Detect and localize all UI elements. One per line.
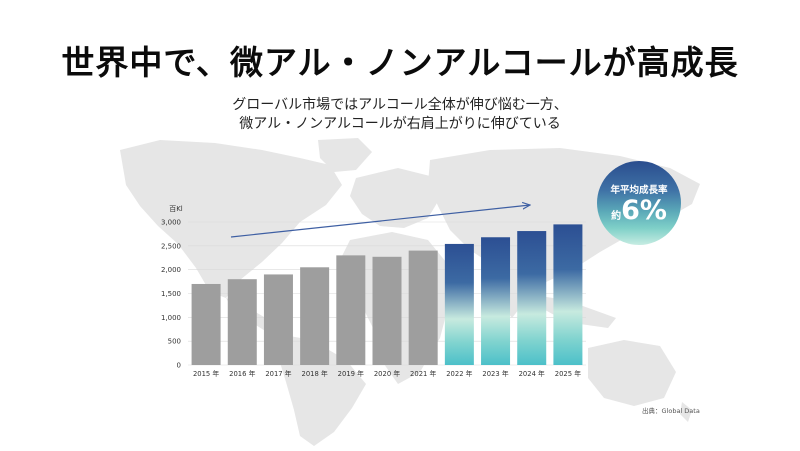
x-tick-label: 2016 年 <box>229 369 255 378</box>
page-title: 世界中で、微アル・ノンアルコールが高成長 <box>61 43 739 82</box>
x-tick-label: 2018 年 <box>302 369 328 378</box>
y-tick-label: 500 <box>168 338 181 346</box>
bar <box>191 283 221 365</box>
cagr-badge: 年平均成長率 約6% <box>597 161 681 245</box>
forecast-bar <box>517 231 547 365</box>
cagr-value-wrap: 約6% <box>597 195 681 226</box>
source-note: 出典：Global Data <box>642 407 700 415</box>
y-axis-unit-label: 百Kl <box>169 205 183 213</box>
forecast-bar <box>481 237 511 365</box>
x-tick-label: 2020 年 <box>374 369 400 378</box>
forecast-bar <box>553 224 583 365</box>
x-tick-label: 2022 年 <box>446 369 472 378</box>
y-tick-label: 2,500 <box>161 242 181 250</box>
bar <box>408 250 438 365</box>
x-tick-label: 2015 年 <box>193 369 219 378</box>
cagr-label: 年平均成長率 <box>610 185 668 196</box>
x-tick-label: 2019 年 <box>338 369 364 378</box>
x-tick-label: 2023 年 <box>482 369 508 378</box>
subtitle-line-2: 微アル・ノンアルコールが右肩上がりに伸びている <box>239 116 561 132</box>
bar <box>336 255 366 365</box>
x-tick-label: 2024 年 <box>519 369 545 378</box>
cagr-value: 6% <box>621 195 667 226</box>
cagr-prefix: 約 <box>611 211 622 222</box>
y-tick-label: 0 <box>177 362 181 370</box>
x-tick-label: 2025 年 <box>555 369 581 378</box>
bar <box>227 279 257 365</box>
y-tick-label: 1,000 <box>161 314 181 322</box>
bar <box>300 267 330 365</box>
y-tick-label: 1,500 <box>161 290 181 298</box>
bar <box>263 274 293 365</box>
subtitle-line-1: グローバル市場ではアルコール全体が伸び悩む一方、 <box>232 97 568 113</box>
forecast-bar <box>444 243 474 365</box>
trend-arrow <box>230 205 530 238</box>
y-tick-label: 3,000 <box>161 219 181 227</box>
x-tick-label: 2017 年 <box>265 369 291 378</box>
x-tick-label: 2021 年 <box>410 369 436 378</box>
subtitle: グローバル市場ではアルコール全体が伸び悩む一方、 微アル・ノンアルコールが右肩上… <box>0 96 800 134</box>
y-tick-label: 2,000 <box>161 266 181 274</box>
bar <box>372 256 402 365</box>
